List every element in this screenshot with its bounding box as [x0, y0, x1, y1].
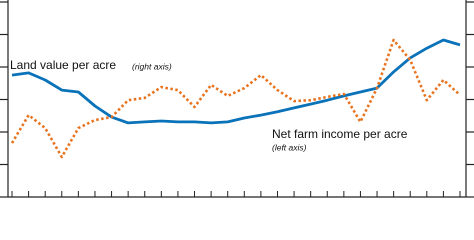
annotation: (right axis): [132, 61, 172, 71]
series-line: [11, 38, 461, 125]
annotation: Land value per acre: [10, 58, 116, 72]
series-line: [10, 38, 461, 159]
annotation: Net farm income per acre: [272, 127, 408, 141]
chart: Land value per acre (right axis) Net far…: [0, 0, 474, 198]
annotation: (left axis): [272, 142, 307, 152]
